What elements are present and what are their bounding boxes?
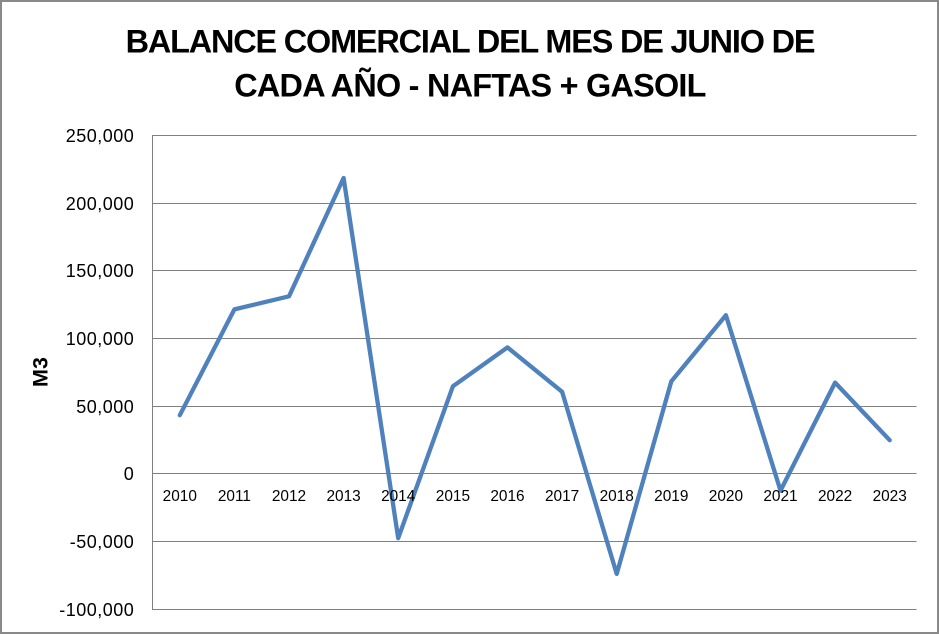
svg-text:2010: 2010 [163,488,197,505]
svg-text:2022: 2022 [818,488,852,505]
svg-text:M3: M3 [28,357,52,387]
svg-text:150,000: 150,000 [66,261,135,281]
svg-text:-100,000: -100,000 [59,600,134,620]
svg-text:CADA AÑO - NAFTAS + GASOIL: CADA AÑO - NAFTAS + GASOIL [234,66,705,103]
svg-text:2016: 2016 [490,488,524,505]
svg-text:2017: 2017 [545,488,579,505]
svg-text:2020: 2020 [709,488,743,505]
svg-text:250,000: 250,000 [66,126,135,146]
svg-text:200,000: 200,000 [66,194,135,214]
svg-text:0: 0 [124,464,135,484]
svg-text:2018: 2018 [600,488,634,505]
svg-text:2012: 2012 [272,488,306,505]
svg-text:2023: 2023 [873,488,907,505]
svg-text:2013: 2013 [326,488,360,505]
svg-text:BALANCE COMERCIAL DEL MES DE J: BALANCE COMERCIAL DEL MES DE JUNIO DE [126,23,815,59]
svg-text:100,000: 100,000 [66,329,135,349]
svg-text:-50,000: -50,000 [70,532,135,552]
svg-text:2015: 2015 [436,488,470,505]
svg-text:2019: 2019 [654,488,688,505]
svg-text:2014: 2014 [381,488,416,505]
svg-text:2021: 2021 [763,488,797,505]
svg-text:2011: 2011 [218,488,251,505]
svg-text:50,000: 50,000 [76,397,134,417]
